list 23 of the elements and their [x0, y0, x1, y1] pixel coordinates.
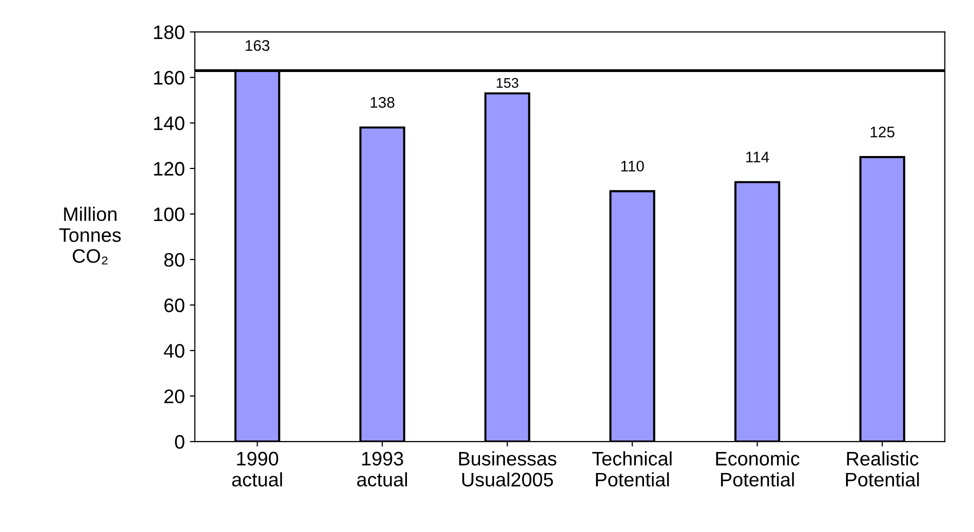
- x-tick-label: 1993 actual: [357, 452, 407, 487]
- y-tick-label: 20: [164, 390, 184, 404]
- y-tick-label: 40: [164, 344, 184, 358]
- data-label: 153: [496, 78, 518, 88]
- y-tick-label: 120: [154, 162, 184, 176]
- x-tick-label: Businessas Usual2005: [459, 451, 556, 487]
- data-label: 114: [746, 152, 770, 162]
- x-tick-label: Economic Potential: [716, 451, 800, 487]
- data-label: 125: [870, 126, 894, 138]
- x-tick-label: Realistic Potential: [846, 451, 919, 487]
- data-label: 138: [370, 97, 394, 108]
- y-tick-label: 80: [164, 252, 184, 267]
- y-tick-label: 140: [154, 116, 184, 130]
- x-tick-label: Technical Potential: [592, 451, 672, 487]
- y-axis-title: Million Tonnes CO₂: [59, 206, 121, 264]
- x-tick-label: 1990 actual: [232, 452, 282, 487]
- data-label: 163: [246, 40, 270, 51]
- y-tick-label: 100: [154, 207, 184, 222]
- y-tick-label: 0: [175, 435, 184, 449]
- y-tick-label: 180: [154, 25, 184, 40]
- data-label: 110: [621, 160, 644, 172]
- y-tick-label: 60: [164, 298, 184, 312]
- y-tick-label: 160: [154, 70, 184, 85]
